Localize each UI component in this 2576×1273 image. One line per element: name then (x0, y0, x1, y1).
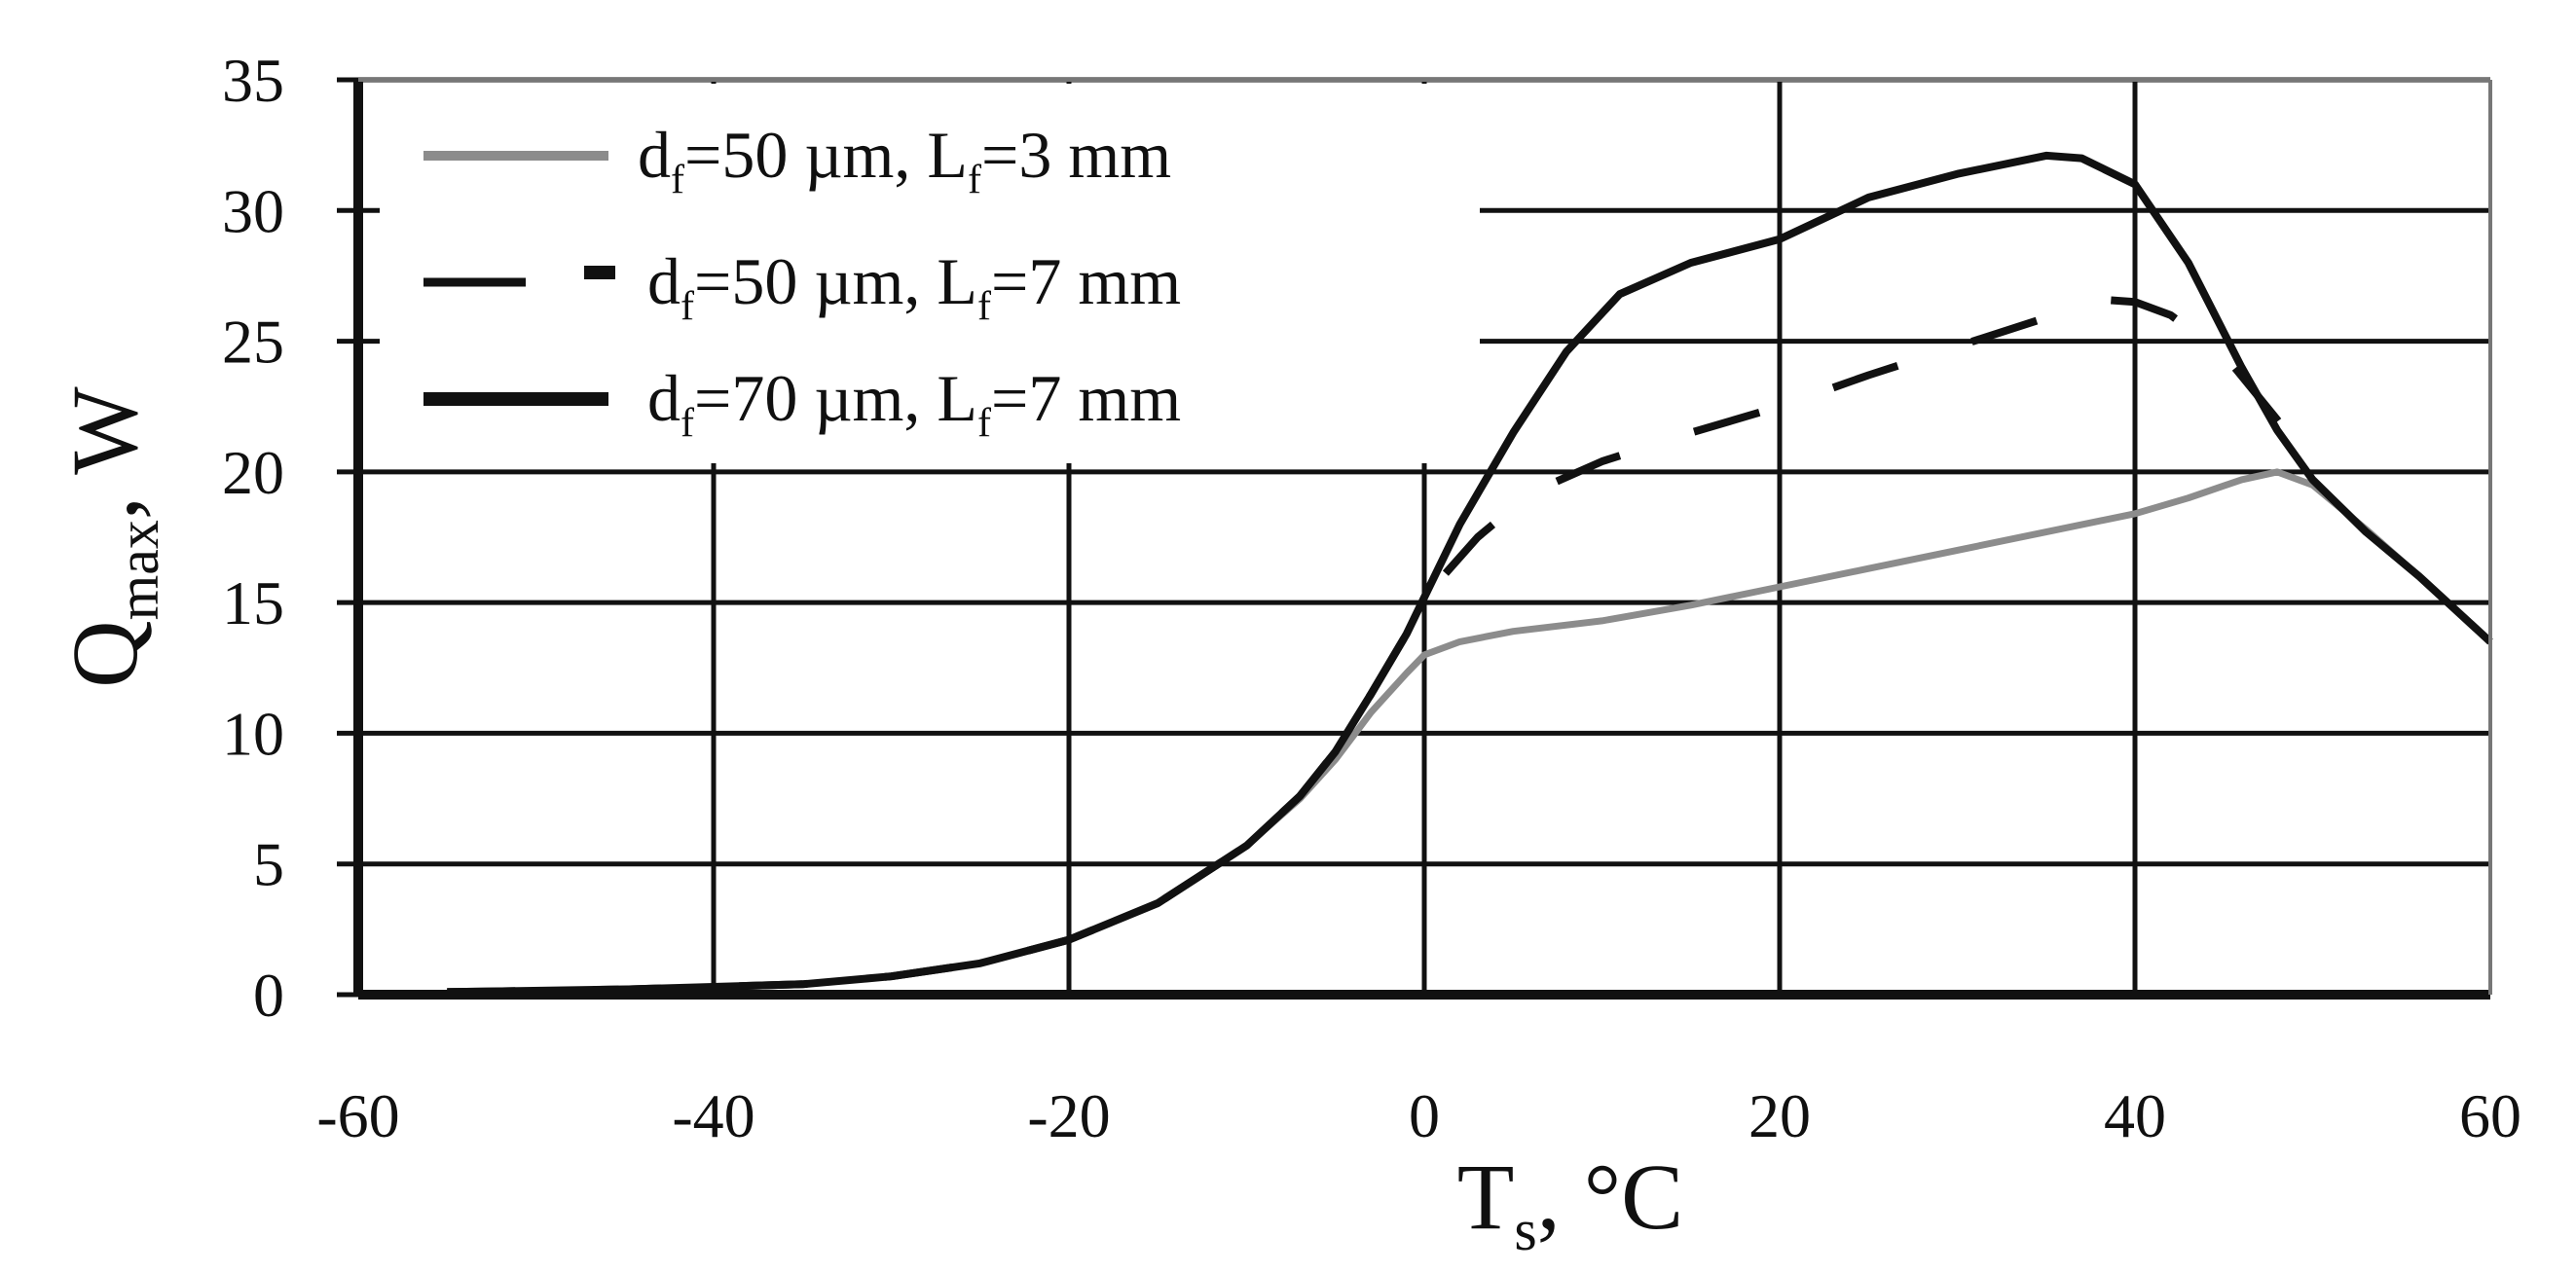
legend-entry-3: df=70 µm, Lf=7 mm (423, 361, 1181, 446)
y-tick-label: 10 (222, 699, 284, 768)
series-lines (447, 151, 2493, 997)
y-tick-label: 25 (222, 308, 284, 377)
legend-entry-1: df=50 µm, Lf=3 mm (423, 118, 1171, 202)
x-tick-label: 60 (2459, 1081, 2521, 1150)
tick-labels: 0 5 10 15 20 25 30 35 -60 -40 -20 0 20 40 60 (222, 46, 2521, 1150)
series-line-3 (447, 151, 2493, 997)
y-tick-label: 35 (222, 46, 284, 115)
y-tick-label: 0 (253, 961, 284, 1030)
x-tick-label: -40 (672, 1081, 754, 1150)
legend-entry-2: df=50 µm, Lf=7 mm (423, 244, 1181, 329)
legend: df=50 µm, Lf=3 mm df=50 µm, Lf=7 mm df=70 … (423, 118, 1181, 446)
y-axis-title: Qmax, W (53, 386, 170, 688)
axes (337, 77, 2492, 1000)
x-axis-title: Ts, °C (1457, 1145, 1683, 1262)
y-tick-label: 20 (222, 438, 284, 507)
x-tick-label: 20 (1748, 1081, 1811, 1150)
series-line-2 (447, 295, 2316, 997)
y-tick-label: 15 (222, 568, 284, 637)
legend-label-3: df=70 µm, Lf=7 mm (647, 361, 1181, 446)
x-tick-label: -20 (1027, 1081, 1110, 1150)
legend-label-2: df=50 µm, Lf=7 mm (647, 244, 1181, 329)
x-tick-label: 40 (2104, 1081, 2166, 1150)
legend-label-1: df=50 µm, Lf=3 mm (638, 118, 1171, 202)
x-tick-label: -60 (316, 1081, 399, 1150)
y-tick-label: 30 (222, 176, 284, 245)
x-tick-label: 0 (1409, 1081, 1440, 1150)
y-tick-label: 5 (253, 830, 284, 899)
